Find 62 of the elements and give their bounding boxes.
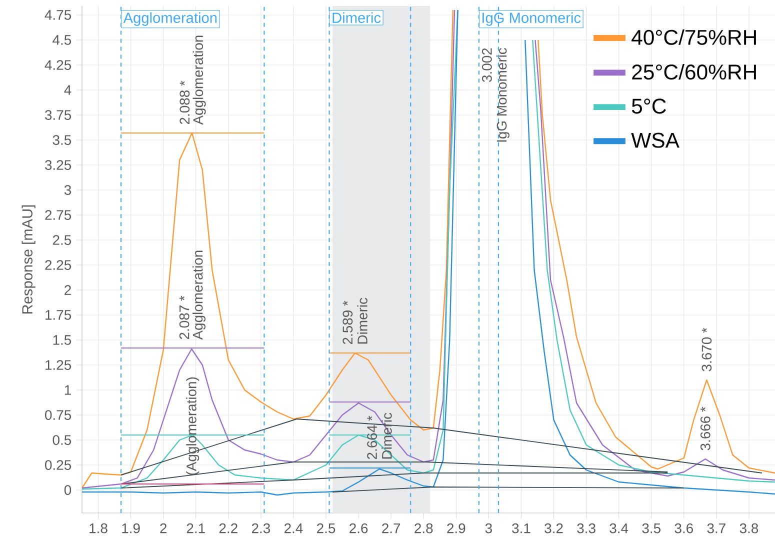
annotation: Dimeric xyxy=(382,412,392,459)
annotation: (Agglomeration) xyxy=(186,377,200,475)
y-tick-label: 2.25 xyxy=(45,260,72,270)
annotation: 3.670 * xyxy=(702,328,712,372)
y-tick-label: 1.5 xyxy=(53,335,72,345)
y-tick-label: 3.75 xyxy=(45,110,72,120)
annotation: 2.589 * xyxy=(342,300,353,344)
y-tick-label: 4 xyxy=(64,85,72,95)
annotation: 2.087 * xyxy=(179,296,190,340)
x-tick-label: 2.8 xyxy=(414,523,433,534)
y-tick-label: 0.25 xyxy=(45,460,72,470)
y-axis-title: Response [mAU] xyxy=(22,205,36,314)
annotation: Dimeric xyxy=(357,298,368,344)
ref-line-label: IgG Monomeric xyxy=(482,12,581,26)
annotation: Agglomeration xyxy=(192,250,206,340)
legend-label: 40°C/75%RH xyxy=(632,29,756,45)
y-tick-label: 0.5 xyxy=(52,435,72,445)
annotation: 3.002 xyxy=(482,48,492,82)
y-tick-label: 4.75 xyxy=(44,10,72,20)
annotation: Agglomeration xyxy=(192,36,206,125)
annotation: IgG Monomeric xyxy=(496,48,510,142)
y-tick-label: 4.5 xyxy=(52,35,72,45)
legend-label: 5°C xyxy=(632,98,666,114)
x-tick-label: 2.1 xyxy=(186,523,205,534)
ref-line-label: Agglomeration xyxy=(123,12,217,26)
x-tick-label: 2.6 xyxy=(350,523,368,534)
x-tick-label: 3.6 xyxy=(674,523,693,534)
ref-line-label: Dimeric xyxy=(332,12,381,23)
x-tick-label: 1.9 xyxy=(122,523,140,534)
x-tick-label: 2.9 xyxy=(447,523,466,534)
x-tick-label: 3.3 xyxy=(577,523,596,534)
annotation: 2.088 * xyxy=(180,80,190,124)
legend-label: WSA xyxy=(631,132,680,148)
x-tick-label: 2.5 xyxy=(317,523,336,534)
y-tick-label: 2.75 xyxy=(45,210,72,220)
y-tick-label: 1.25 xyxy=(46,360,72,370)
x-tick-label: 2.2 xyxy=(219,523,238,534)
y-tick-label: 0.75 xyxy=(45,410,72,420)
y-tick-label: 0 xyxy=(64,485,72,495)
y-tick-label: 2 xyxy=(64,285,71,295)
y-tick-label: 3.5 xyxy=(52,135,72,145)
y-tick-label: 4.25 xyxy=(44,60,72,70)
annotation: 3.666 * xyxy=(700,406,710,450)
annotation: 2.664 * xyxy=(367,416,377,460)
x-tick-label: 3.7 xyxy=(707,523,726,534)
x-tick-label: 1.8 xyxy=(90,523,108,534)
x-tick-label: 3 xyxy=(485,523,492,534)
x-tick-label: 3.2 xyxy=(544,523,563,534)
y-tick-label: 3.25 xyxy=(45,160,72,170)
x-tick-label: 3.5 xyxy=(642,523,660,534)
x-tick-label: 3.1 xyxy=(512,523,530,534)
x-tick-label: 2.3 xyxy=(252,523,270,534)
x-tick-label: 3.8 xyxy=(740,523,758,534)
y-tick-label: 3 xyxy=(64,185,72,195)
x-tick-label: 2.7 xyxy=(382,523,400,534)
x-tick-label: 2 xyxy=(160,523,166,534)
x-tick-label: 2.4 xyxy=(284,523,303,534)
legend-label: 25°C/60%RH xyxy=(632,64,756,80)
x-tick-label: 3.4 xyxy=(610,523,628,534)
y-tick-label: 2.5 xyxy=(52,235,72,245)
y-tick-label: 1 xyxy=(64,385,71,395)
y-tick-label: 1.75 xyxy=(46,310,72,320)
